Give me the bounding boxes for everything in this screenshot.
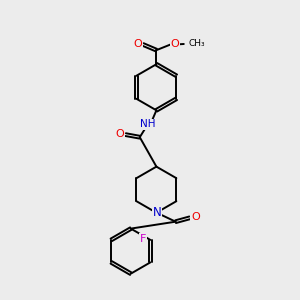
- Text: NH: NH: [140, 119, 155, 129]
- Text: F: F: [140, 234, 146, 244]
- Text: CH₃: CH₃: [188, 40, 205, 49]
- Text: O: O: [171, 39, 179, 49]
- Text: O: O: [191, 212, 200, 222]
- Text: O: O: [116, 129, 124, 139]
- Text: O: O: [133, 39, 142, 49]
- Text: N: N: [152, 206, 161, 219]
